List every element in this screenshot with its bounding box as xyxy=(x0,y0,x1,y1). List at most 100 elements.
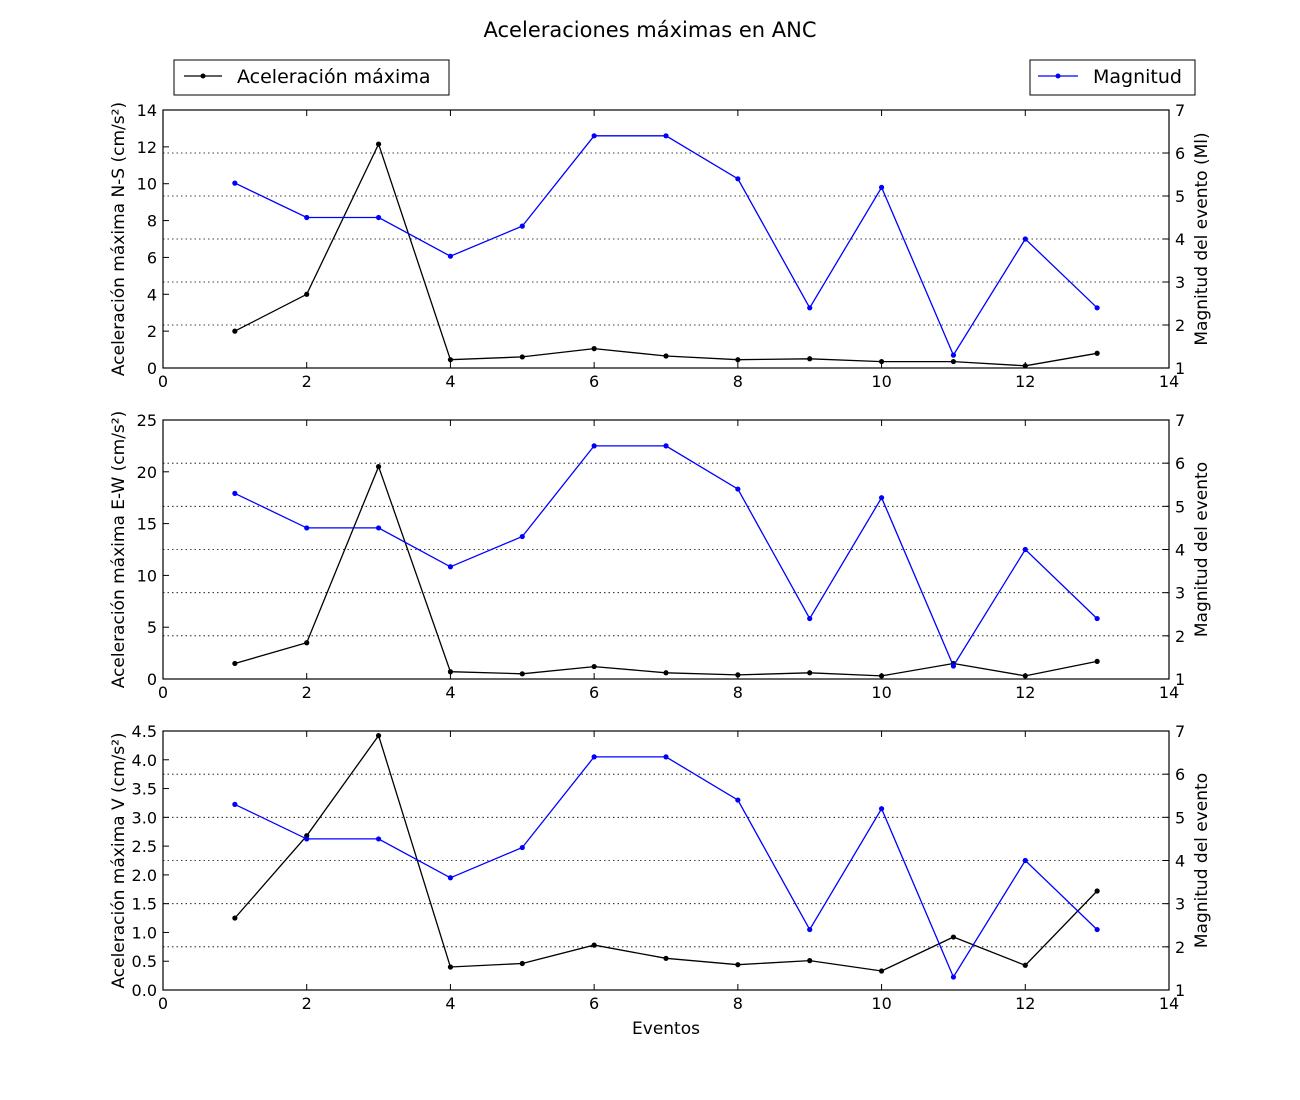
y2-tick-label: 3 xyxy=(1175,273,1185,292)
x-tick-label: 0 xyxy=(158,683,168,702)
magnitude-point xyxy=(519,533,525,540)
magnitude-point xyxy=(1094,926,1100,933)
acceleration-point xyxy=(375,733,382,739)
acceleration-point xyxy=(1094,888,1100,894)
magnitude-point xyxy=(807,305,813,311)
magnitude-point xyxy=(663,754,669,760)
acceleration-point xyxy=(591,942,597,948)
acceleration-point xyxy=(735,672,741,678)
x-tick-label: 14 xyxy=(1159,994,1179,1013)
magnitude-line xyxy=(234,756,1098,979)
magnitude-point xyxy=(1022,236,1028,242)
x-tick-label: 4 xyxy=(445,683,455,702)
y-tick-label: 4.0 xyxy=(132,751,157,770)
acceleration-point xyxy=(304,291,310,297)
y2-tick-label: 1 xyxy=(1175,359,1185,378)
magnitude-point xyxy=(304,214,310,221)
x-tick-label: 14 xyxy=(1159,683,1179,702)
y2-tick-label: 4 xyxy=(1175,230,1185,249)
y2-tick-label: 7 xyxy=(1175,722,1185,741)
magnitude-point xyxy=(1094,305,1100,311)
acceleration-point xyxy=(591,346,597,352)
magnitude-point xyxy=(591,754,597,760)
magnitude-point xyxy=(950,352,957,358)
x-tick-label: 4 xyxy=(445,372,455,391)
y-axis-label-ns: Aceleración máxima N-S (cm/s²) xyxy=(109,102,129,376)
y-tick-label: 4 xyxy=(147,285,157,304)
magnitude-line xyxy=(234,445,1098,668)
magnitude-point xyxy=(950,663,957,669)
magnitude-line xyxy=(234,135,1098,357)
y-tick-label: 1.0 xyxy=(132,923,157,942)
acceleration-point xyxy=(878,968,885,974)
magnitude-point xyxy=(232,801,238,807)
acceleration-point xyxy=(447,669,454,675)
magnitude-point xyxy=(735,176,741,182)
x-tick-label: 2 xyxy=(302,372,312,391)
acceleration-point xyxy=(807,356,813,362)
y2-tick-label: 6 xyxy=(1175,144,1185,163)
acceleration-point xyxy=(447,357,454,363)
acceleration-point xyxy=(1022,673,1028,679)
y2-tick-label: 4 xyxy=(1175,541,1185,560)
y-tick-label: 2 xyxy=(147,322,157,341)
magnitude-point xyxy=(375,525,382,531)
y2-axis-label-v: Magnitud del evento xyxy=(1192,773,1212,948)
y-tick-label: 0.0 xyxy=(132,981,157,1000)
x-tick-label: 8 xyxy=(733,683,743,702)
series-magnitude-ew xyxy=(232,443,1100,669)
x-tick-label: 4 xyxy=(445,994,455,1013)
y-tick-label: 25 xyxy=(137,411,157,430)
y2-tick-label: 2 xyxy=(1175,627,1185,646)
y2-tick-label: 3 xyxy=(1175,584,1185,603)
magnitude-point xyxy=(878,184,885,190)
y-tick-label: 3.5 xyxy=(132,780,157,799)
y2-tick-label: 7 xyxy=(1175,411,1185,430)
panels: 0 2 4 6 8 10 12 14024681012141234567Aceleración… xyxy=(109,101,1212,1013)
acceleration-point xyxy=(232,915,238,921)
x-tick-label: 10 xyxy=(871,372,891,391)
x-tick-label: 6 xyxy=(589,994,599,1013)
x-tick-label: 10 xyxy=(871,683,891,702)
magnitude-point xyxy=(735,486,741,492)
acceleration-point xyxy=(735,357,741,363)
acceleration-point xyxy=(1022,962,1028,968)
series-acceleration-v xyxy=(232,733,1100,974)
y-tick-label: 10 xyxy=(137,566,157,585)
magnitude-point xyxy=(807,615,813,622)
magnitude-point xyxy=(375,214,382,221)
y-tick-label: 3.0 xyxy=(132,808,157,827)
y2-tick-label: 5 xyxy=(1175,187,1185,206)
magnitude-point xyxy=(735,797,741,803)
acceleration-point xyxy=(375,464,382,470)
x-tick-label: 2 xyxy=(302,994,312,1013)
magnitude-point xyxy=(878,806,885,812)
acceleration-point xyxy=(1094,350,1100,356)
acceleration-point xyxy=(1094,658,1100,664)
acceleration-point xyxy=(878,673,885,679)
y-tick-label: 6 xyxy=(147,248,157,267)
acceleration-point xyxy=(807,670,813,676)
series-acceleration-ns xyxy=(232,141,1100,369)
magnitude-point xyxy=(375,836,382,842)
y2-tick-label: 2 xyxy=(1175,316,1185,335)
magnitude-point xyxy=(878,495,885,501)
y2-tick-label: 7 xyxy=(1175,101,1185,120)
y-tick-label: 20 xyxy=(137,463,157,482)
magnitude-point xyxy=(447,253,454,259)
magnitude-point xyxy=(232,180,238,186)
y-tick-label: 8 xyxy=(147,212,157,231)
y-tick-label: 12 xyxy=(137,138,157,157)
magnitude-point xyxy=(447,875,454,881)
acceleration-point xyxy=(447,964,454,970)
x-axis-label: Eventos xyxy=(632,1019,700,1039)
acceleration-line xyxy=(234,734,1098,972)
y-tick-label: 0 xyxy=(147,359,157,378)
legend-left-marker xyxy=(200,73,206,79)
legend-left-box xyxy=(173,59,450,96)
x-tick-label: 12 xyxy=(1015,994,1035,1013)
y2-tick-label: 4 xyxy=(1175,852,1185,871)
acceleration-point xyxy=(735,962,741,968)
acceleration-point xyxy=(375,141,382,147)
